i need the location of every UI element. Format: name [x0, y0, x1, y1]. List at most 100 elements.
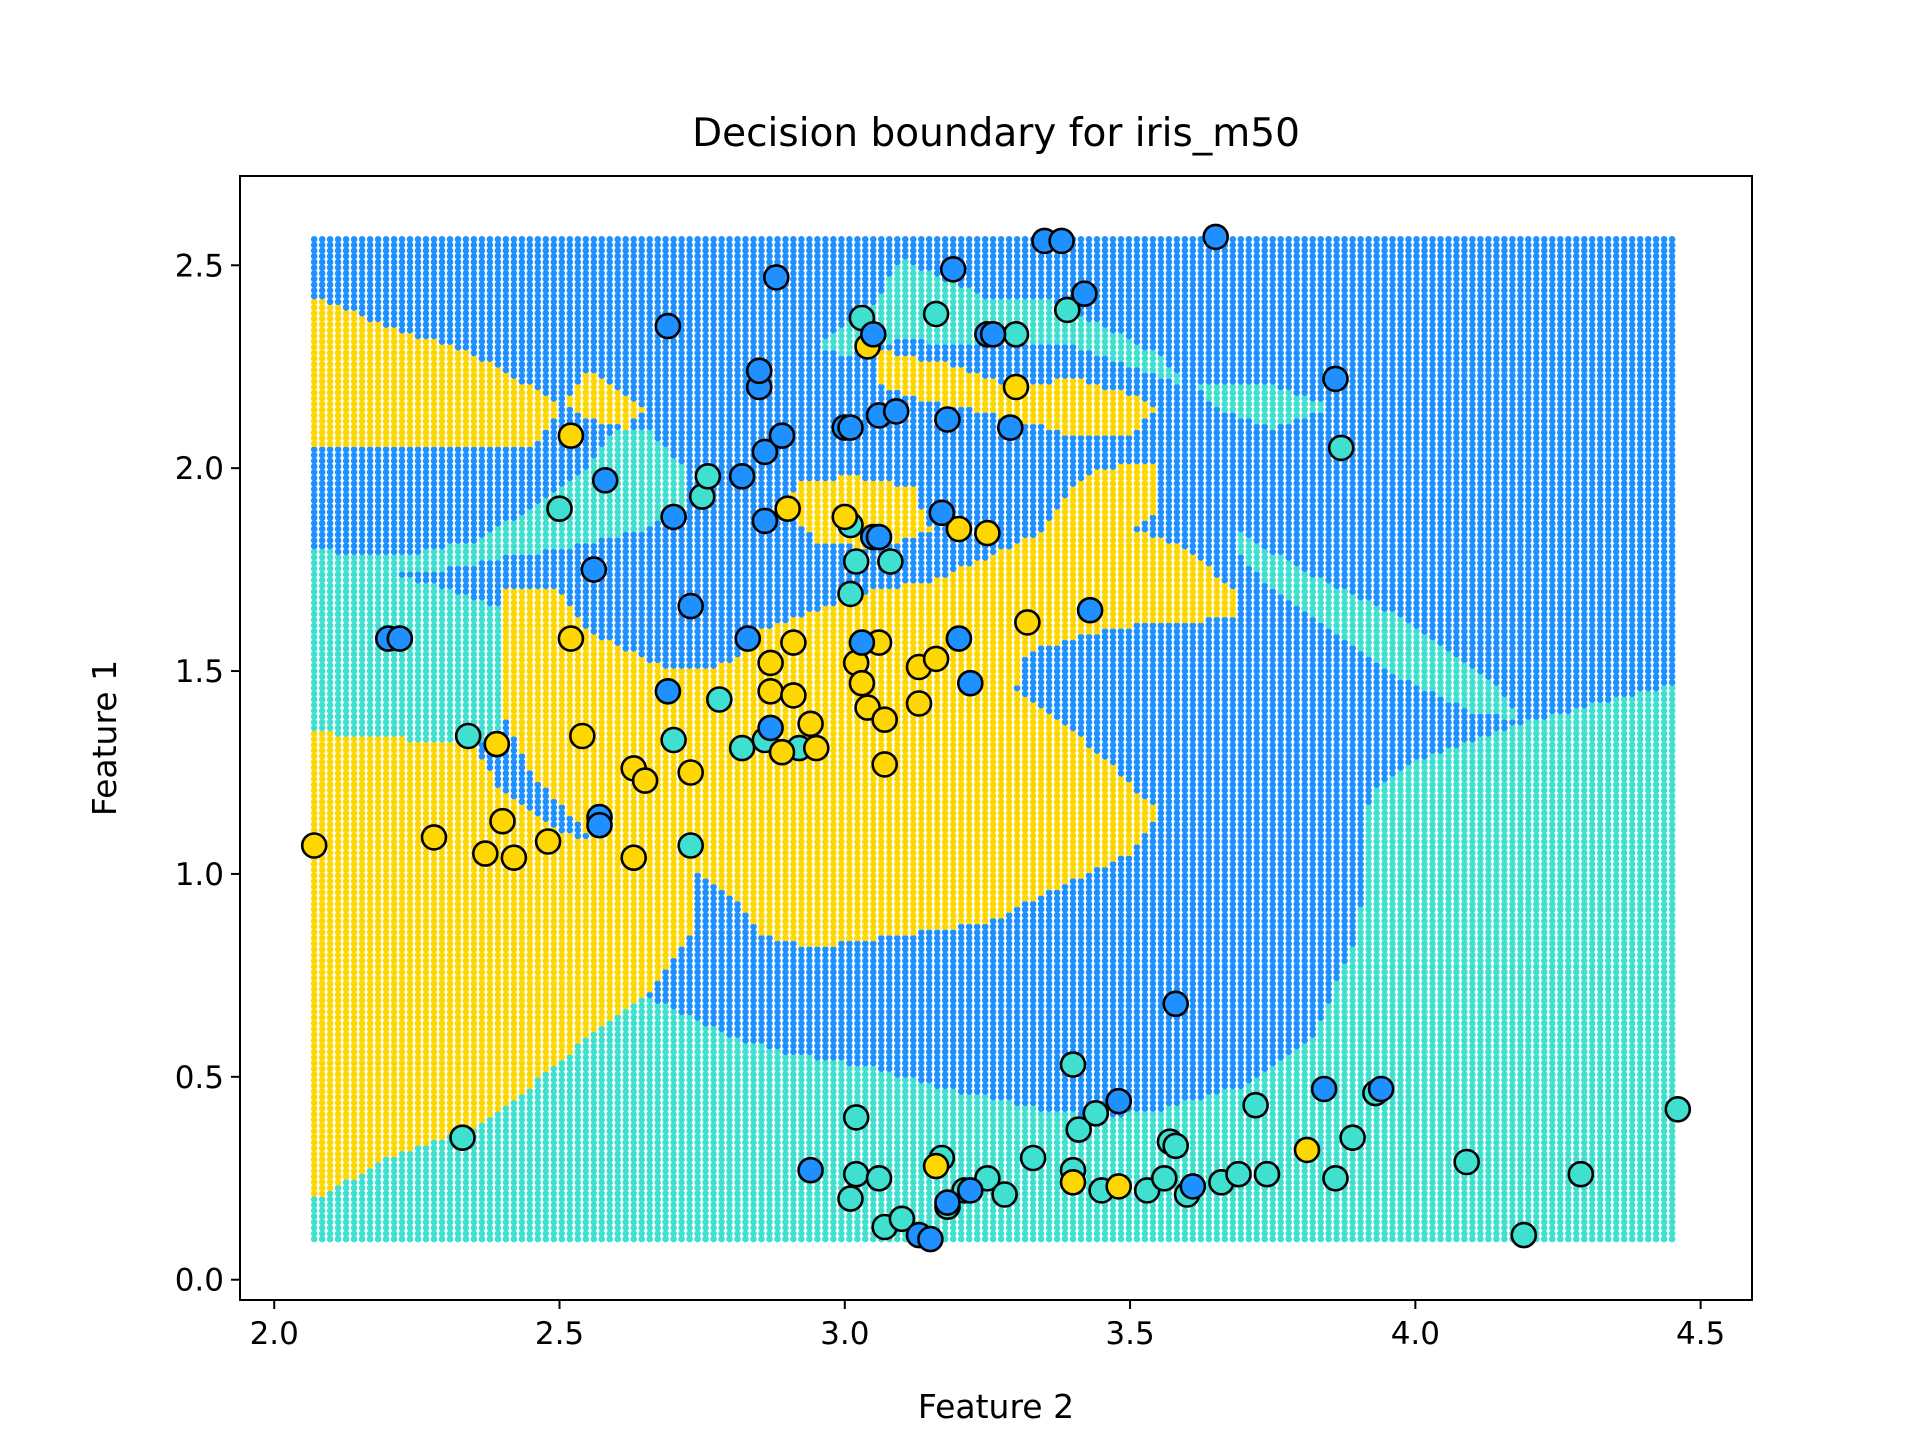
region-cell — [1349, 1230, 1356, 1237]
region-cell — [1293, 1110, 1300, 1118]
region-cell — [702, 1218, 709, 1226]
region-cell — [886, 1190, 893, 1197]
region-cell — [878, 1207, 885, 1214]
region-cell — [510, 1179, 518, 1186]
region-cell — [918, 1213, 925, 1220]
region-cell — [590, 1190, 598, 1197]
region-cell — [614, 1162, 621, 1169]
region-cell — [750, 1127, 757, 1135]
region-cell — [1021, 1173, 1029, 1180]
region-cell — [1405, 1224, 1412, 1232]
region-cell — [1261, 1139, 1268, 1146]
region-cell — [1501, 1190, 1508, 1197]
region-cell — [694, 1082, 701, 1090]
region-cell — [1333, 1139, 1340, 1146]
region-cell — [774, 1184, 781, 1192]
region-cell — [957, 1076, 965, 1084]
region-cell — [1045, 1207, 1053, 1214]
region-cell — [318, 1162, 326, 1169]
region-cell — [1181, 1162, 1189, 1169]
region-cell — [462, 1218, 470, 1226]
region-cell — [1493, 1082, 1500, 1090]
region-cell — [1517, 1213, 1524, 1220]
region-cell — [390, 1093, 398, 1101]
region-cell — [510, 1122, 518, 1129]
region-cell — [502, 1122, 510, 1129]
region-cell — [1101, 1224, 1109, 1232]
region-cell — [686, 1196, 693, 1203]
region-cell — [446, 1201, 454, 1209]
region-cell — [822, 1076, 829, 1084]
region-cell — [822, 1179, 829, 1186]
region-cell — [1149, 1156, 1157, 1163]
region-cell — [1541, 1139, 1548, 1146]
region-cell — [798, 1213, 805, 1220]
region-cell — [1373, 1190, 1380, 1197]
region-cell — [1660, 1230, 1668, 1237]
region-cell — [326, 1093, 334, 1101]
region-cell — [957, 1235, 965, 1243]
region-cell — [614, 1139, 621, 1146]
region-cell — [989, 1156, 997, 1163]
region-cell — [334, 1082, 342, 1090]
region-cell — [718, 1110, 725, 1118]
region-cell — [1644, 1076, 1652, 1084]
region-cell — [1644, 1201, 1652, 1209]
region-cell — [1373, 1122, 1380, 1129]
region-cell — [486, 1224, 494, 1232]
region-cell — [614, 1184, 621, 1192]
region-cell — [830, 1218, 837, 1226]
region-cell — [734, 1207, 741, 1214]
region-cell — [318, 1156, 326, 1163]
region-cell — [1573, 1224, 1580, 1232]
region-cell — [470, 1122, 478, 1129]
region-cell — [502, 1190, 510, 1197]
region-cell — [1636, 1122, 1644, 1129]
region-cell — [1069, 1099, 1077, 1107]
region-cell — [1045, 1122, 1053, 1129]
region-cell — [726, 1076, 733, 1084]
region-cell — [1612, 1076, 1620, 1084]
region-cell — [1517, 1093, 1524, 1101]
region-cell — [326, 1139, 334, 1146]
region-cell — [806, 1235, 813, 1243]
region-cell — [494, 1173, 502, 1180]
region-cell — [1333, 1156, 1340, 1163]
region-cell — [534, 1076, 542, 1084]
region-cell — [1365, 1230, 1372, 1237]
region-cell — [590, 1093, 598, 1101]
region-cell — [526, 1162, 534, 1169]
region-cell — [854, 1139, 861, 1146]
region-cell — [526, 1082, 534, 1090]
region-cell — [1229, 1133, 1237, 1141]
region-cell — [1093, 1167, 1101, 1175]
region-cell — [566, 1071, 574, 1078]
region-cell — [1461, 1082, 1468, 1090]
region-cell — [822, 1122, 829, 1129]
region-cell — [1429, 1218, 1436, 1226]
region-cell — [846, 1076, 853, 1084]
region-cell — [622, 1105, 629, 1112]
region-cell — [310, 1082, 318, 1090]
region-cell — [334, 1218, 342, 1226]
region-cell — [1644, 1218, 1652, 1226]
region-cell — [798, 1230, 805, 1237]
region-cell — [822, 1230, 829, 1237]
region-cell — [798, 1201, 805, 1209]
region-cell — [566, 1110, 574, 1118]
region-cell — [910, 1162, 917, 1169]
region-cell — [1133, 1082, 1141, 1090]
region-cell — [566, 1207, 574, 1214]
region-cell — [1117, 1213, 1125, 1220]
region-cell — [1636, 1190, 1644, 1197]
region-cell — [997, 1110, 1005, 1118]
region-cell — [358, 1167, 366, 1175]
region-cell — [1133, 1122, 1141, 1129]
region-cell — [486, 1133, 494, 1141]
region-cell — [710, 1127, 717, 1135]
region-cell — [1317, 1162, 1324, 1169]
region-cell — [590, 1179, 598, 1186]
region-cell — [1389, 1099, 1396, 1107]
region-cell — [566, 1173, 574, 1180]
region-cell — [894, 1184, 901, 1192]
